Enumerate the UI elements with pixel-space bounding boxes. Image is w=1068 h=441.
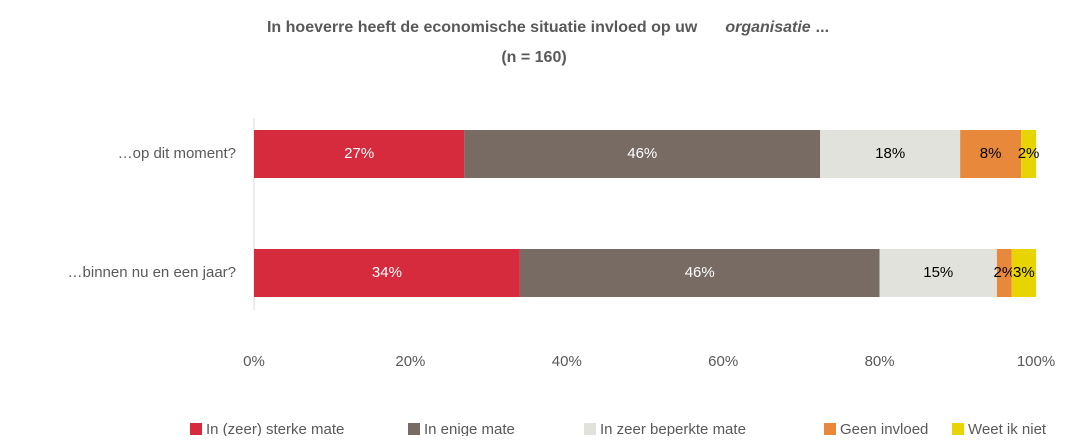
data-label: 18% — [875, 145, 905, 162]
legend-swatch — [584, 423, 596, 435]
legend-label: Weet ik niet — [968, 421, 1047, 436]
chart-subtitle: (n = 160) — [501, 49, 566, 66]
legend-label: In (zeer) sterke mate — [206, 421, 344, 436]
data-label: 27% — [344, 145, 374, 162]
y-tick-label: …op dit moment? — [118, 145, 236, 162]
legend-swatch — [190, 423, 202, 435]
title-emphasis: organisatie — [725, 19, 810, 36]
x-tick-label: 40% — [552, 353, 582, 370]
bar-segment — [879, 249, 997, 297]
legend-swatch — [952, 423, 964, 435]
data-label: 2% — [993, 264, 1015, 281]
bar-segment — [1011, 249, 1036, 297]
legend-swatch — [824, 423, 836, 435]
x-tick-label: 20% — [395, 353, 425, 370]
bar-segment — [254, 130, 465, 178]
x-tick-label: 80% — [865, 353, 895, 370]
legend-swatch — [408, 423, 420, 435]
bar-segment — [254, 249, 520, 297]
x-tick-label: 60% — [708, 353, 738, 370]
legend-label: In enige mate — [424, 421, 515, 436]
x-tick-label: 100% — [1017, 353, 1055, 370]
bar-segment — [519, 249, 880, 297]
y-tick-label: …binnen nu en een jaar? — [68, 264, 236, 281]
bar-segment — [996, 249, 1012, 297]
data-label: 2% — [1018, 145, 1040, 162]
bar-segment — [1021, 130, 1036, 178]
bar-segment — [960, 130, 1022, 178]
title-part: In hoeverre heeft de economische situati… — [267, 19, 698, 36]
title-part: ... — [816, 19, 829, 36]
data-label: 8% — [980, 145, 1002, 162]
legend-label: Geen invloed — [840, 421, 928, 436]
data-label: 46% — [627, 145, 657, 162]
bar-segment — [820, 130, 961, 178]
data-label: 3% — [1013, 264, 1035, 281]
data-label: 34% — [372, 264, 402, 281]
bar-segment — [464, 130, 821, 178]
chart-title: In hoeverre heeft de economische situati… — [267, 19, 829, 36]
data-label: 15% — [923, 264, 953, 281]
x-tick-label: 0% — [243, 353, 265, 370]
legend-label: In zeer beperkte mate — [600, 421, 746, 436]
data-label: 46% — [685, 264, 715, 281]
